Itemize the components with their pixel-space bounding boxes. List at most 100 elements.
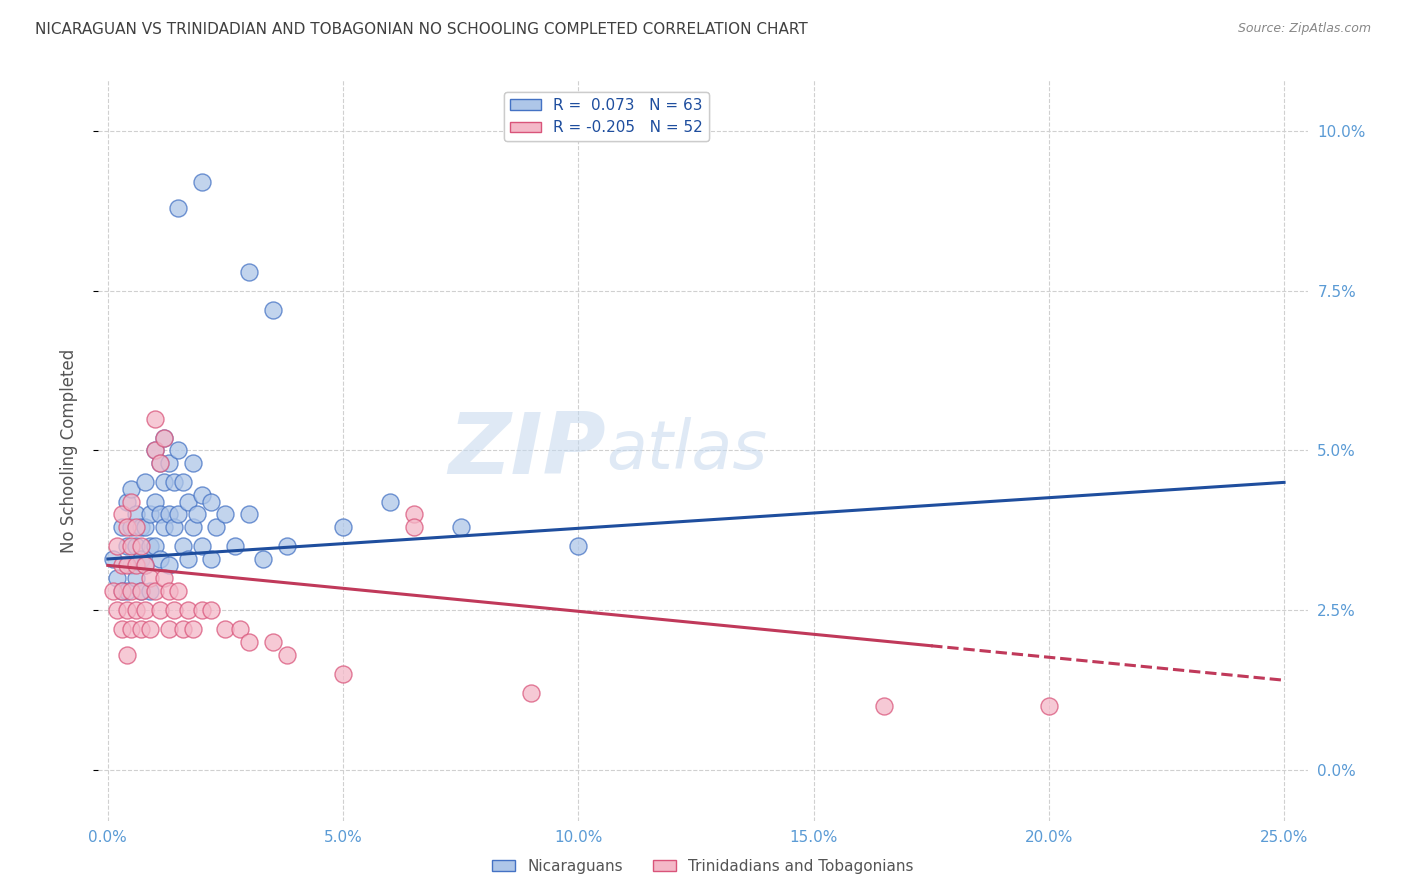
Point: [139, 622, 162, 636]
Point: [139, 571, 162, 585]
Point: [125, 520, 148, 534]
Point: [238, 508, 260, 522]
Point: [143, 443, 166, 458]
Point: [129, 583, 152, 598]
Point: [149, 456, 172, 470]
Point: [129, 552, 152, 566]
Point: [120, 482, 142, 496]
Point: [177, 603, 200, 617]
Point: [191, 603, 214, 617]
Point: [129, 520, 152, 534]
Point: [181, 622, 204, 636]
Point: [105, 571, 128, 585]
Point: [120, 539, 142, 553]
Point: [115, 603, 138, 617]
Point: [276, 539, 298, 553]
Point: [157, 583, 180, 598]
Point: [111, 558, 134, 573]
Point: [167, 508, 190, 522]
Point: [153, 431, 176, 445]
Text: NICARAGUAN VS TRINIDADIAN AND TOBAGONIAN NO SCHOOLING COMPLETED CORRELATION CHAR: NICARAGUAN VS TRINIDADIAN AND TOBAGONIAN…: [35, 22, 808, 37]
Point: [149, 508, 172, 522]
Text: ZIP: ZIP: [449, 409, 606, 492]
Point: [134, 520, 156, 534]
Point: [378, 494, 401, 508]
Point: [186, 508, 208, 522]
Point: [167, 201, 190, 215]
Point: [157, 558, 180, 573]
Point: [125, 508, 148, 522]
Point: [181, 520, 204, 534]
Point: [177, 552, 200, 566]
Point: [129, 539, 152, 553]
Point: [181, 456, 204, 470]
Point: [120, 583, 142, 598]
Point: [125, 571, 148, 585]
Point: [177, 494, 200, 508]
Point: [157, 456, 180, 470]
Point: [172, 622, 194, 636]
Point: [125, 558, 148, 573]
Point: [115, 558, 138, 573]
Point: [143, 411, 166, 425]
Point: [214, 622, 236, 636]
Text: atlas: atlas: [606, 417, 768, 483]
Point: [276, 648, 298, 662]
Point: [149, 603, 172, 617]
Point: [163, 475, 186, 490]
Point: [115, 583, 138, 598]
Point: [143, 494, 166, 508]
Point: [252, 552, 274, 566]
Point: [153, 571, 176, 585]
Point: [111, 622, 134, 636]
Point: [163, 603, 186, 617]
Point: [134, 475, 156, 490]
Point: [262, 635, 284, 649]
Point: [115, 520, 138, 534]
Point: [332, 666, 354, 681]
Point: [149, 552, 172, 566]
Point: [200, 494, 222, 508]
Point: [120, 520, 142, 534]
Point: [101, 583, 124, 598]
Point: [262, 303, 284, 318]
Point: [153, 520, 176, 534]
Point: [238, 635, 260, 649]
Point: [101, 552, 124, 566]
Point: [143, 443, 166, 458]
Point: [115, 539, 138, 553]
Point: [111, 583, 134, 598]
Point: [111, 520, 134, 534]
Point: [120, 494, 142, 508]
Legend: R =  0.073   N = 63, R = -0.205   N = 52: R = 0.073 N = 63, R = -0.205 N = 52: [503, 92, 709, 142]
Point: [238, 265, 260, 279]
Point: [143, 539, 166, 553]
Point: [157, 622, 180, 636]
Y-axis label: No Schooling Completed: No Schooling Completed: [59, 349, 77, 552]
Point: [332, 520, 354, 534]
Point: [105, 603, 128, 617]
Point: [111, 583, 134, 598]
Point: [402, 520, 425, 534]
Point: [120, 622, 142, 636]
Point: [191, 175, 214, 189]
Point: [200, 552, 222, 566]
Point: [450, 520, 472, 534]
Point: [172, 475, 194, 490]
Point: [1038, 698, 1060, 713]
Point: [129, 583, 152, 598]
Point: [873, 698, 896, 713]
Point: [228, 622, 250, 636]
Point: [520, 686, 543, 700]
Point: [153, 475, 176, 490]
Point: [191, 488, 214, 502]
Point: [111, 508, 134, 522]
Point: [191, 539, 214, 553]
Point: [105, 539, 128, 553]
Point: [214, 508, 236, 522]
Point: [163, 520, 186, 534]
Point: [125, 539, 148, 553]
Point: [402, 508, 425, 522]
Point: [134, 558, 156, 573]
Point: [139, 508, 162, 522]
